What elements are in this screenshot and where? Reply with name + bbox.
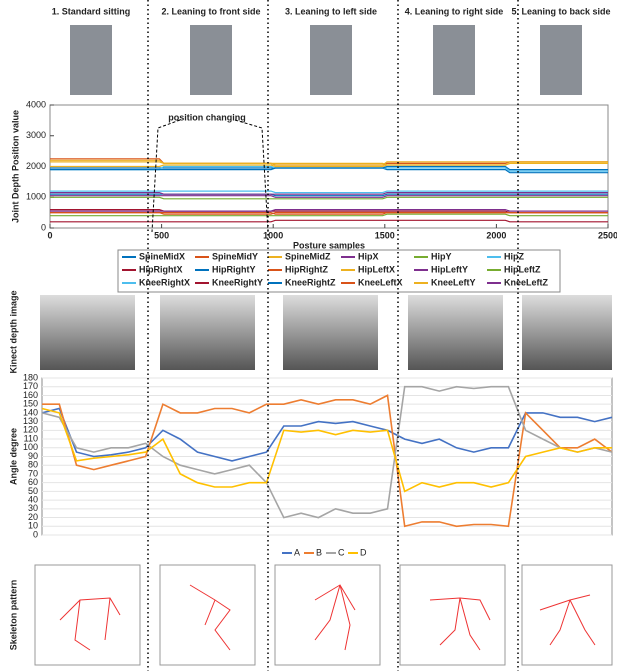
legend-label: HipRightX <box>139 264 183 274</box>
legend-label: KneeRightZ <box>285 277 336 287</box>
annotation: position changing <box>168 112 246 122</box>
depth-image <box>283 295 378 370</box>
legend-label: HipLeftY <box>431 264 468 274</box>
x-tick-label: 0 <box>47 230 52 240</box>
y-tick-label: 170 <box>23 381 38 391</box>
row-label: Skeleton pattern <box>8 580 18 651</box>
y-tick-label: 150 <box>23 399 38 409</box>
depth-images <box>40 295 612 370</box>
posture-title: 2. Leaning to front side <box>161 6 260 16</box>
legend-label: A <box>294 547 300 557</box>
posture-title: 5. Leaning to back side <box>511 6 610 16</box>
posture-title: 4. Leaning to right side <box>405 6 504 16</box>
y-tick-label: 130 <box>23 416 38 426</box>
y-axis-label: Joint Depth Position value <box>10 110 20 223</box>
depth-image <box>160 295 255 370</box>
skeleton-panel <box>400 565 505 665</box>
y-tick-label: 90 <box>28 451 38 461</box>
y-tick-label: 3000 <box>26 130 46 140</box>
skeleton-panel <box>160 565 255 665</box>
y-tick-label: 50 <box>28 486 38 496</box>
y-tick-label: 0 <box>41 222 46 232</box>
legend-label: SpineMidY <box>212 251 258 261</box>
y-tick-label: 180 <box>23 372 38 382</box>
x-tick-label: 1500 <box>375 230 395 240</box>
x-tick-label: 1000 <box>263 230 283 240</box>
row-label: Kinect depth image <box>8 290 18 373</box>
y-tick-label: 0 <box>33 529 38 539</box>
y-tick-label: 80 <box>28 460 38 470</box>
skeleton-panel <box>35 565 140 665</box>
legend-label: SpineMidX <box>139 251 185 261</box>
y-tick-label: 40 <box>28 494 38 504</box>
y-tick-label: 10 <box>28 521 38 531</box>
y-tick-label: 1000 <box>26 192 46 202</box>
y-tick-label: 2000 <box>26 161 46 171</box>
photo <box>190 25 232 95</box>
depth-image <box>408 295 503 370</box>
legend-label: HipLeftX <box>358 264 395 274</box>
legend-label: KneeLeftY <box>431 277 476 287</box>
posture-title: 1. Standard sitting <box>52 6 131 16</box>
y-tick-label: 160 <box>23 390 38 400</box>
y-tick-label: 30 <box>28 503 38 513</box>
legend-label: SpineMidZ <box>285 251 331 261</box>
depth-image <box>522 295 612 370</box>
photos <box>70 25 582 95</box>
y-tick-label: 20 <box>28 512 38 522</box>
y-axis-label: Angle degree <box>8 428 18 485</box>
photo <box>70 25 112 95</box>
y-tick-label: 120 <box>23 425 38 435</box>
y-tick-label: 4000 <box>26 99 46 109</box>
legend-label: HipRightY <box>212 264 256 274</box>
legend-label: HipRightZ <box>285 264 328 274</box>
depth-image <box>40 295 135 370</box>
legend-label: HipX <box>358 251 379 261</box>
photo <box>540 25 582 95</box>
skeleton-panels <box>35 565 612 665</box>
legend-label: C <box>338 547 345 557</box>
skeleton-panel <box>522 565 612 665</box>
legend-label: KneeRightX <box>139 277 190 287</box>
x-axis-label: Posture samples <box>293 240 365 250</box>
y-tick-label: 70 <box>28 468 38 478</box>
figure: Kinect depth image Skeleton pattern 1. S… <box>0 0 617 671</box>
x-tick-label: 2000 <box>486 230 506 240</box>
photo <box>310 25 352 95</box>
posture-title: 3. Leaning to left side <box>285 6 377 16</box>
y-tick-label: 60 <box>28 477 38 487</box>
photo <box>433 25 475 95</box>
y-tick-label: 100 <box>23 442 38 452</box>
y-tick-label: 110 <box>24 433 38 443</box>
x-tick-label: 2500 <box>598 230 617 240</box>
legend-label: HipY <box>431 251 452 261</box>
x-tick-label: 500 <box>154 230 169 240</box>
legend-label: D <box>360 547 367 557</box>
legend-label: KneeRightY <box>212 277 263 287</box>
legend-label: HipLeftZ <box>504 264 541 274</box>
y-tick-label: 140 <box>23 407 38 417</box>
legend-label: B <box>316 547 322 557</box>
legend-label: KneeLeftX <box>358 277 403 287</box>
skeleton-panel <box>275 565 380 665</box>
legend-label: HipZ <box>504 251 524 261</box>
legend-label: KneeLeftZ <box>504 277 549 287</box>
